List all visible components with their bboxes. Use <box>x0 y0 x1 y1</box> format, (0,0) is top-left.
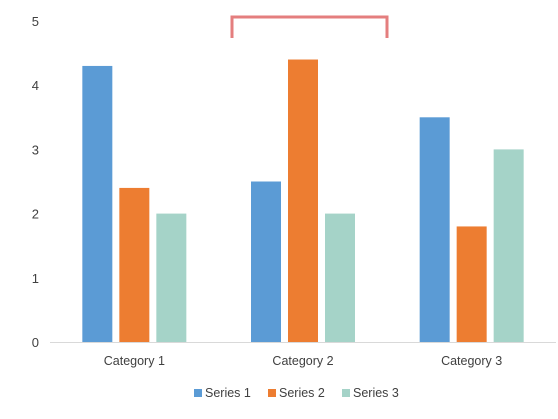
bar-series-3-category-1 <box>156 213 187 342</box>
y-tick-label: 3 <box>32 142 39 157</box>
bar-series-3-category-3 <box>493 149 524 342</box>
bar-series-1-category-3 <box>419 117 450 342</box>
legend-swatch-series-2 <box>268 389 276 397</box>
bar-series-1-category-2 <box>251 181 281 342</box>
bar-series-2-category-1 <box>119 187 150 342</box>
annotation-bracket <box>230 15 389 38</box>
x-category-label: Category 2 <box>272 354 333 368</box>
y-tick-label: 4 <box>32 78 39 93</box>
y-tick-label: 5 <box>32 14 39 29</box>
legend-swatch-series-3 <box>342 389 350 397</box>
legend-swatch-series-1 <box>194 389 202 397</box>
x-category-label: Category 3 <box>441 354 502 368</box>
legend-label-series-1: Series 1 <box>205 386 251 400</box>
x-category-label: Category 1 <box>104 354 165 368</box>
y-tick-label: 2 <box>32 207 39 222</box>
legend-label-series-3: Series 3 <box>353 386 399 400</box>
legend-label-series-2: Series 2 <box>279 386 325 400</box>
bar-series-2-category-3 <box>456 226 487 342</box>
bar-series-2-category-2 <box>288 59 318 343</box>
y-tick-label: 0 <box>32 335 39 350</box>
bar-series-1-category-1 <box>82 65 113 342</box>
bar-series-3-category-2 <box>325 213 355 342</box>
y-tick-label: 1 <box>32 271 39 286</box>
